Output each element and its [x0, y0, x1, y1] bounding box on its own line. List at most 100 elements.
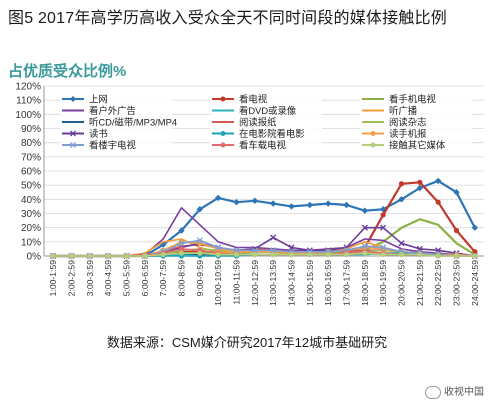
data-point [398, 240, 405, 247]
legend-bg [360, 104, 472, 116]
watermark-text: 收视中国 [444, 387, 484, 398]
data-point [178, 250, 185, 256]
x-tick-label: 23:00-23:59 [452, 260, 462, 306]
legend-label: 读书 [89, 128, 108, 139]
legend-label: 听CD/磁带/MP3/MP4 [89, 117, 177, 128]
data-point [160, 251, 166, 258]
data-point [270, 247, 277, 254]
watermark: 收视中国 [425, 383, 484, 399]
legend-bg [210, 104, 322, 116]
x-tick-label: 15:00-15:59 [305, 260, 315, 306]
data-point [398, 196, 405, 203]
data-point [306, 201, 314, 209]
legend-bg [210, 93, 322, 104]
data-point [50, 253, 56, 259]
x-tick-label: 1:00-1:59 [48, 260, 58, 297]
series-line [53, 207, 475, 257]
data-point [343, 201, 350, 209]
data-point [471, 224, 479, 231]
data-point [398, 251, 405, 258]
x-tick-label: 2:00-2:59 [67, 260, 77, 297]
line-chart: 0% 10% 20% 30% 40% 50% 60% 70% 80% 90% 100% 110% 120… [15, 82, 484, 306]
x-tick-label: 18:00-18:59 [360, 260, 370, 306]
legend-label: 上网 [89, 94, 108, 105]
y-tick-label: 50% [21, 181, 41, 192]
legend-label: 在电影院看电影 [239, 128, 305, 139]
x-tick-label: 4:00-4:59 [103, 260, 113, 297]
legend-bg [60, 104, 172, 116]
y-tick-label: 10% [21, 237, 41, 248]
data-point [435, 253, 441, 259]
data-point [361, 242, 368, 250]
legend-bg [60, 93, 172, 104]
data-point [252, 251, 258, 258]
data-point [307, 251, 313, 258]
legend-bg [210, 127, 322, 139]
x-tick-label: 21:00-21:59 [415, 260, 425, 306]
data-point [453, 227, 460, 234]
data-point [197, 250, 203, 256]
x-tick-label: 19:00-19:59 [378, 260, 388, 306]
data-point [214, 194, 222, 202]
data-point [380, 224, 387, 231]
legend-bg [360, 127, 472, 139]
data-point [325, 251, 331, 258]
data-point [270, 234, 277, 241]
legend-label: 看手机电视 [389, 94, 437, 105]
wechat-icon [425, 385, 441, 399]
legend-label: 看DVD或录像 [239, 105, 297, 116]
data-point [251, 247, 258, 254]
data-point [68, 253, 75, 259]
data-point [416, 184, 424, 192]
data-point [417, 251, 423, 258]
data-point [380, 212, 386, 218]
legend-label: 阅读杂志 [389, 117, 427, 128]
data-point [178, 227, 185, 234]
data-point [105, 253, 111, 259]
data-point [417, 179, 423, 185]
legend-label: 看户外广告 [89, 105, 136, 116]
x-tick-label: 9:00-9:59 [195, 260, 205, 297]
legend-marker [220, 96, 226, 102]
series-line [53, 179, 476, 258]
x-tick-label: 22:00-22:59 [433, 260, 443, 306]
legend-bg [60, 116, 172, 127]
data-point [178, 246, 185, 252]
y-tick-label: 110% [16, 96, 41, 107]
legend-label: 看车载电视 [239, 140, 287, 151]
x-tick-label: 11:00-11:59 [232, 260, 242, 305]
legend-bg [360, 116, 472, 127]
y-tick-label: 40% [21, 195, 41, 206]
data-point [380, 251, 386, 258]
x-tick-label: 6:00-6:59 [140, 260, 150, 297]
data-point [270, 251, 276, 258]
legend-bg [360, 139, 472, 150]
data-point [251, 197, 259, 204]
x-tick-label: 7:00-7:59 [158, 260, 168, 297]
legend-marker [370, 131, 376, 136]
x-tick-label: 5:00-5:59 [122, 260, 132, 297]
data-point [453, 253, 460, 259]
legend-label: 看电视 [239, 94, 268, 105]
legend-marker [220, 131, 226, 136]
legend-label: 看楼宇电视 [89, 140, 137, 151]
y-tick-label: 100% [15, 110, 41, 121]
legend-bg [60, 139, 172, 150]
y-tick-label: 120% [15, 82, 41, 93]
x-tick-label: 20:00-20:59 [397, 260, 407, 306]
data-point [361, 224, 368, 231]
data-point [398, 181, 405, 187]
x-tick-label: 10:00-10:59 [213, 260, 223, 306]
legend-label: 读手机报 [389, 128, 427, 139]
x-tick-label: 3:00-3:59 [85, 260, 95, 297]
legend-label: 接触其它媒体 [389, 140, 446, 151]
x-tick-label: 17:00-17:59 [342, 260, 352, 306]
source-note: 数据来源：CSM媒介研究2017年12城市基础研究 [106, 335, 388, 350]
legend-marker [70, 96, 76, 102]
data-point [233, 198, 240, 206]
legend-bg [360, 93, 472, 104]
data-point [361, 207, 369, 214]
data-point [215, 244, 222, 251]
series-line [53, 252, 475, 257]
legend-marker [70, 142, 76, 148]
